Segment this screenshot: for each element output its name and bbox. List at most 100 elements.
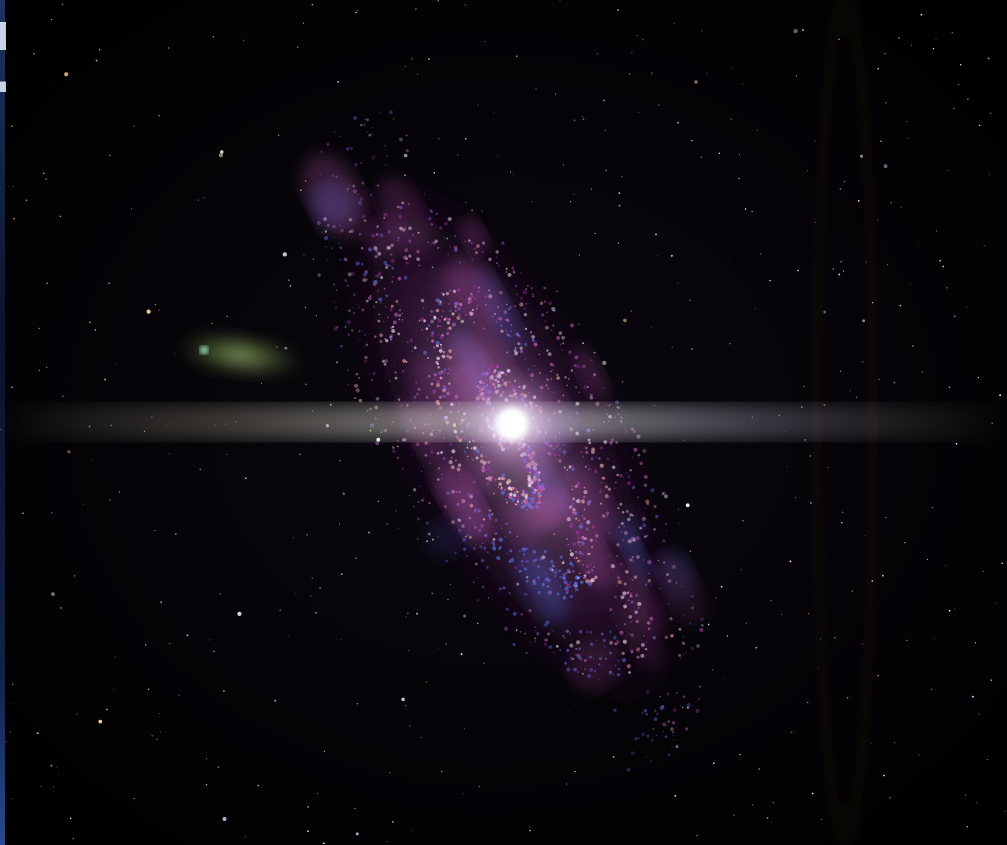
- star: [770, 599, 772, 602]
- galaxy-particle: [571, 570, 575, 573]
- star: [918, 245, 919, 247]
- galaxy-particle: [664, 523, 668, 526]
- galaxy-core: [496, 408, 528, 440]
- star: [691, 139, 693, 142]
- star: [821, 819, 823, 821]
- galaxy-dust-cloud: [567, 641, 619, 691]
- galaxy-particle: [682, 695, 686, 699]
- star: [844, 181, 846, 183]
- star: [733, 814, 735, 816]
- galaxy-particle: [358, 306, 360, 308]
- star: [655, 233, 657, 236]
- galaxy-particle: [360, 162, 362, 165]
- galaxy-particle: [384, 359, 388, 363]
- galaxy-particle: [385, 294, 389, 298]
- galaxy-particle: [405, 134, 408, 137]
- green-comet-core: [200, 346, 208, 354]
- star: [621, 175, 623, 178]
- galaxy-particle: [364, 270, 369, 274]
- star: [158, 309, 160, 311]
- galaxy-particle: [486, 551, 489, 554]
- galaxy-particle: [431, 339, 435, 343]
- star: [958, 83, 960, 85]
- galaxy-particle: [474, 544, 477, 546]
- galaxy-particle: [531, 338, 535, 342]
- star: [809, 454, 812, 457]
- star: [144, 644, 147, 646]
- galaxy-particle: [675, 739, 678, 741]
- galaxy-particle: [562, 573, 566, 577]
- star: [877, 219, 879, 222]
- star: [883, 774, 885, 777]
- galaxy-particle: [643, 483, 647, 487]
- galaxy-particle: [502, 586, 506, 590]
- galaxy-particle: [406, 340, 409, 344]
- galaxy-particle: [634, 736, 638, 741]
- galaxy-particle: [405, 261, 409, 265]
- star: [745, 622, 747, 624]
- galaxy-particle: [375, 441, 380, 446]
- galaxy-particle: [622, 639, 627, 644]
- star: [594, 232, 596, 235]
- galaxy-particle: [394, 371, 397, 374]
- star: [887, 264, 889, 266]
- galaxy-particle: [378, 297, 383, 302]
- star: [759, 252, 762, 255]
- galaxy-particle: [391, 280, 393, 283]
- galaxy-particle: [433, 315, 437, 319]
- star: [907, 138, 909, 139]
- star: [237, 611, 242, 616]
- galaxy-particle: [402, 468, 404, 470]
- galaxy-particle: [519, 630, 522, 633]
- galaxy-particle: [609, 608, 613, 612]
- galaxy-particle: [587, 581, 593, 586]
- galaxy-particle: [619, 502, 623, 506]
- star: [934, 638, 936, 640]
- star: [287, 279, 290, 282]
- star: [810, 502, 812, 504]
- galaxy-particle: [543, 642, 547, 646]
- galaxy-particle: [388, 264, 391, 267]
- galaxy-particle: [615, 441, 618, 444]
- galaxy-particle: [333, 326, 338, 331]
- galaxy-particle: [628, 671, 631, 674]
- star: [878, 378, 880, 381]
- galaxy-particle: [420, 298, 425, 303]
- star: [483, 662, 485, 664]
- star: [10, 703, 12, 705]
- galaxy-particle: [551, 306, 556, 311]
- star: [355, 832, 359, 836]
- galaxy-particle: [653, 528, 656, 531]
- star: [98, 719, 103, 724]
- galaxy-particle: [592, 450, 595, 453]
- star: [219, 593, 222, 595]
- galaxy-particle: [367, 296, 372, 301]
- galaxy-particle: [429, 314, 432, 316]
- star: [53, 786, 55, 788]
- star: [951, 31, 954, 34]
- star: [462, 793, 464, 795]
- galaxy-particle: [584, 465, 587, 468]
- star: [407, 612, 409, 614]
- galaxy-particle: [582, 455, 585, 458]
- star: [50, 764, 53, 767]
- galaxy-particle: [508, 591, 511, 595]
- star: [834, 636, 836, 639]
- galaxy-particle: [569, 595, 573, 598]
- galaxy-particle: [595, 401, 600, 406]
- star: [966, 306, 968, 308]
- star: [206, 758, 208, 760]
- galaxy-particle: [495, 256, 498, 259]
- star: [740, 569, 742, 571]
- galaxy-particle: [388, 110, 393, 115]
- galaxy-particle: [437, 317, 440, 320]
- galaxy-particle: [614, 642, 617, 645]
- galaxy-particle: [672, 734, 674, 737]
- star: [964, 794, 967, 796]
- galaxy-particle: [615, 400, 619, 405]
- galaxy-particle: [671, 745, 673, 748]
- star: [25, 199, 28, 202]
- galaxy-particle: [446, 332, 450, 336]
- galaxy-particle: [440, 348, 443, 350]
- galaxy-particle: [473, 547, 476, 550]
